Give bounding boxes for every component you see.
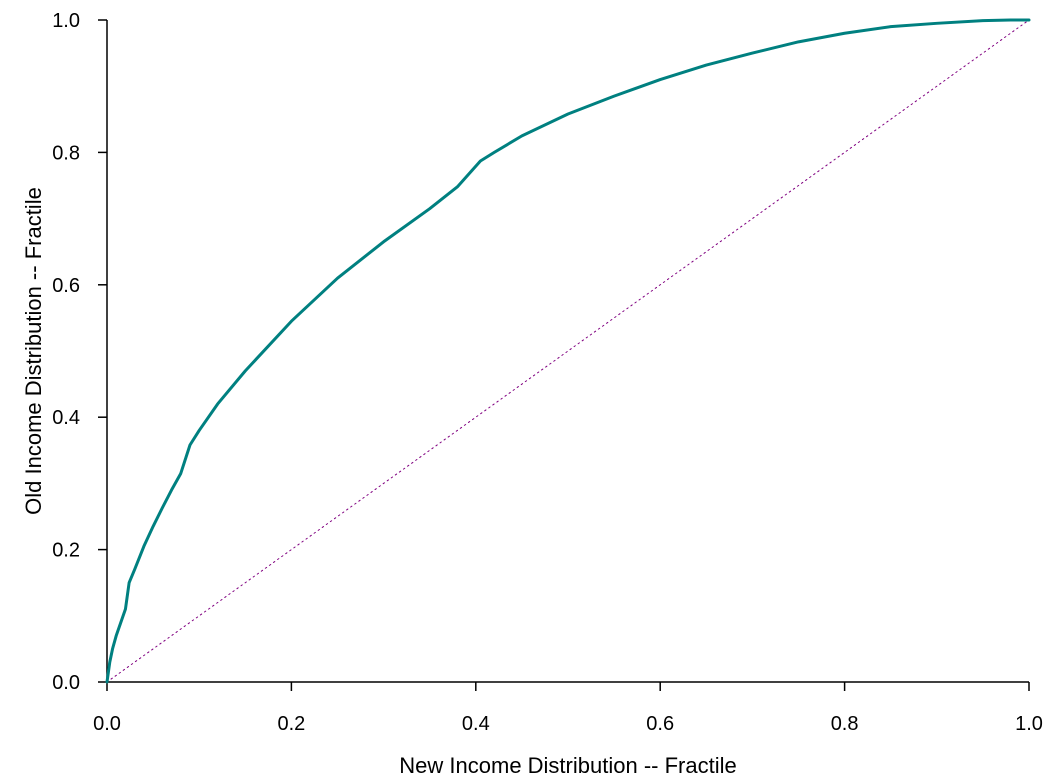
x-tick-label: 0.2	[277, 713, 305, 735]
series-line	[105, 18, 1031, 684]
y-tick-label: 0.2	[52, 540, 80, 562]
y-tick-label: 0.0	[52, 672, 80, 694]
x-tick-label: 0.6	[646, 713, 674, 735]
x-axis-title: New Income Distribution -- Fractile	[399, 753, 736, 778]
x-ticks: 0.0 0.2 0.4 0.6 0.8 1.0	[93, 682, 1043, 735]
y-tick-label: 1.0	[52, 10, 80, 32]
y-axis-title: Old Income Distribution -- Fractile	[21, 187, 46, 515]
y-tick-label: 0.4	[52, 407, 80, 429]
y-ticks: 0.0 0.2 0.4 0.6 0.8 1.0	[52, 10, 107, 694]
reference-diagonal-line	[106, 19, 1030, 683]
x-tick-label: 0.8	[831, 713, 859, 735]
x-tick-label: 1.0	[1015, 713, 1043, 735]
y-tick-label: 0.8	[52, 142, 80, 164]
x-tick-label: 0.0	[93, 713, 121, 735]
x-tick-label: 0.4	[462, 713, 490, 735]
y-tick-label: 0.6	[52, 275, 80, 297]
series-layer	[105, 18, 1031, 684]
plot-area: 0.0 0.2 0.4 0.6 0.8 1.0 0.0 0.2 0.4 0.6 0.8 1.0	[52, 10, 1043, 735]
